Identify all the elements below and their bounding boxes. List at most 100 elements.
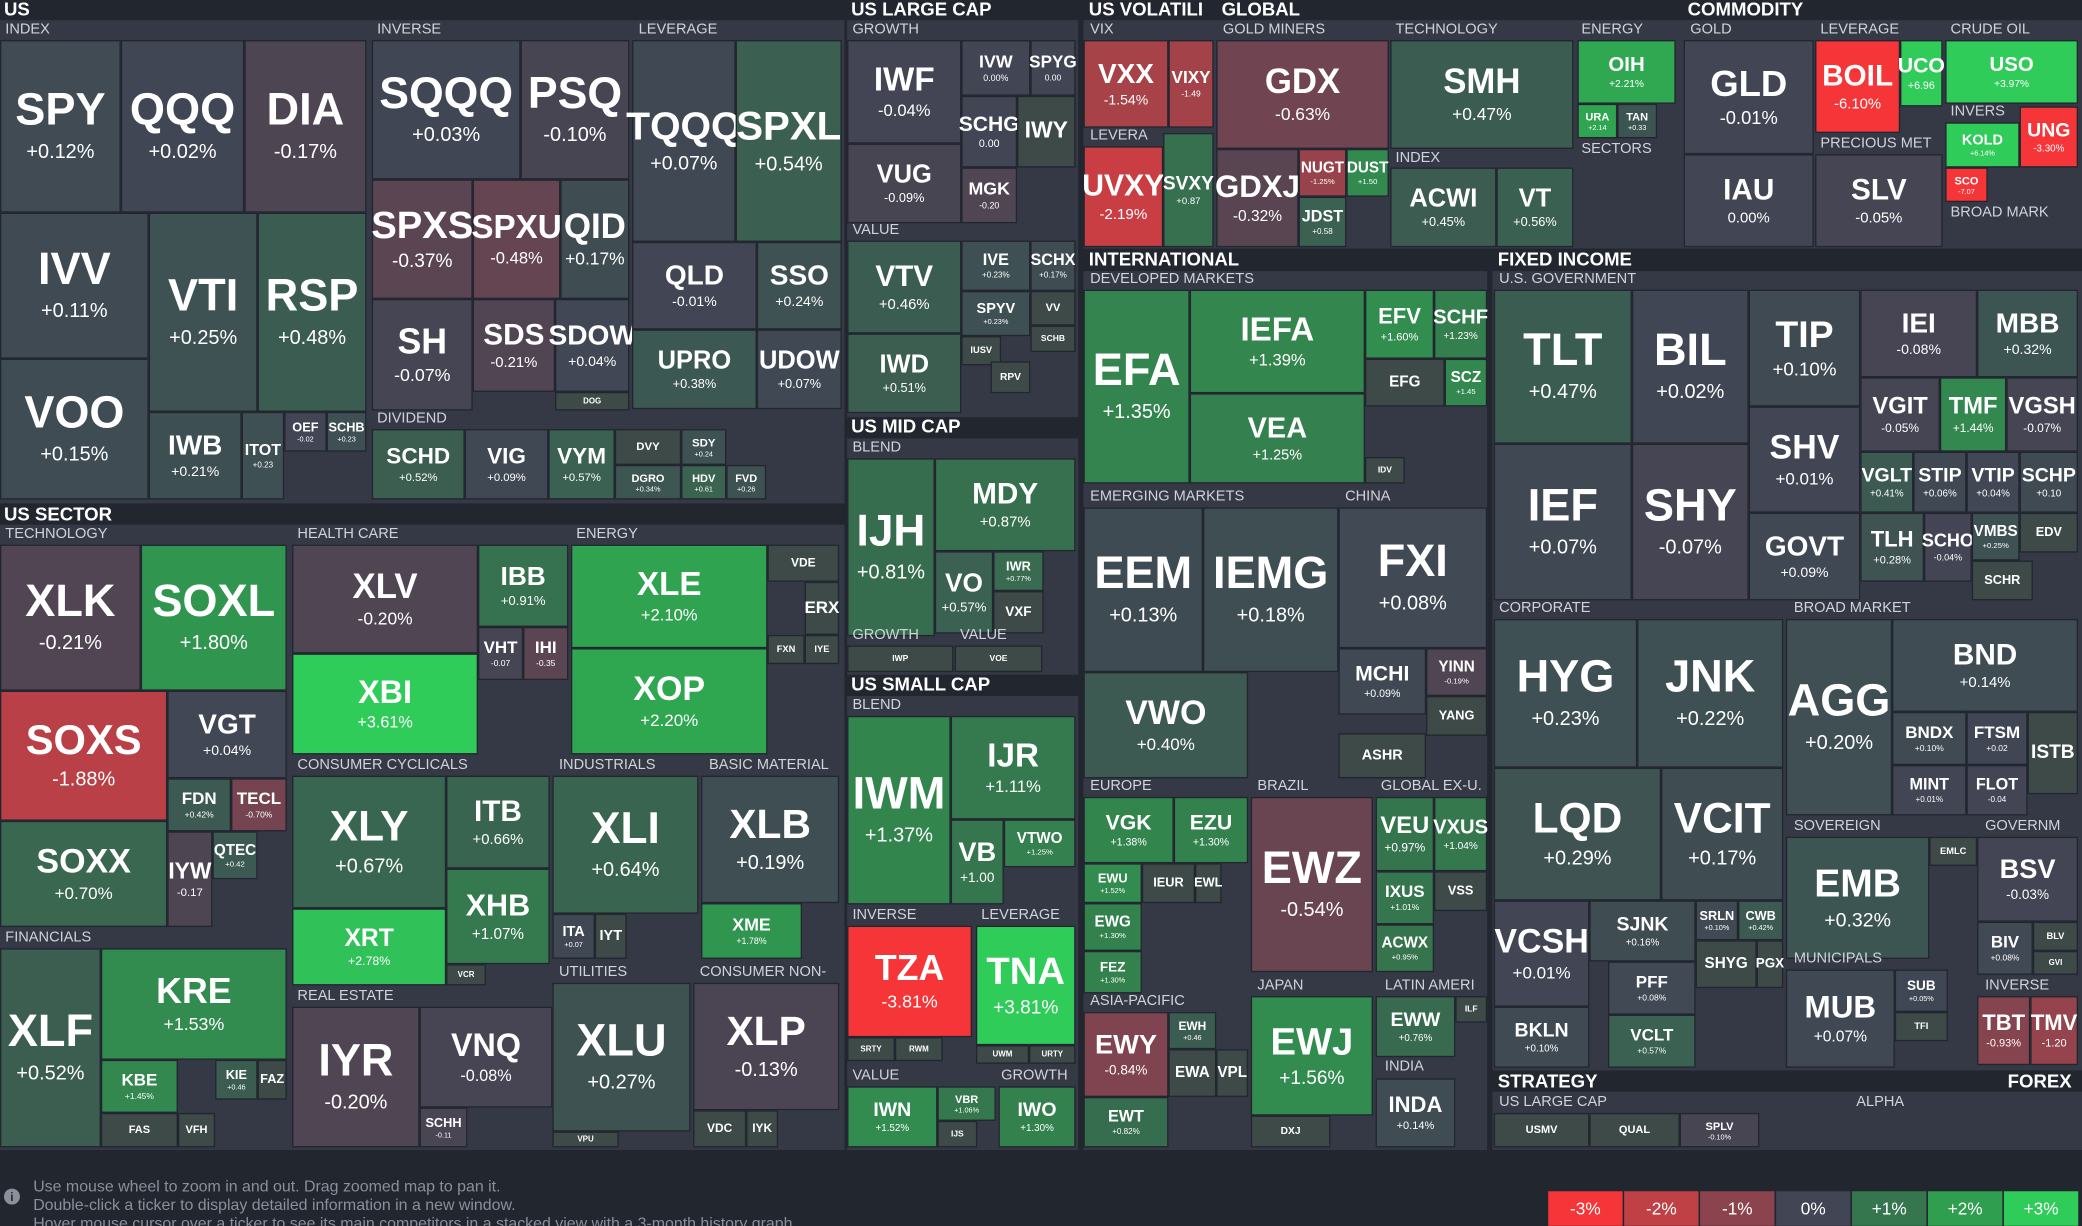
ticker-tile[interactable] — [1141, 863, 1196, 904]
ticker-tile[interactable] — [371, 179, 473, 299]
ticker-tile[interactable] — [1030, 40, 1076, 96]
ticker-tile[interactable] — [1250, 996, 1373, 1116]
ticker-tile[interactable] — [1083, 1012, 1169, 1097]
ticker-tile[interactable] — [1496, 167, 1574, 248]
ticker-tile[interactable] — [934, 551, 994, 634]
ticker-tile[interactable] — [847, 458, 935, 637]
ticker-tile[interactable] — [177, 1112, 216, 1148]
ticker-tile[interactable] — [241, 411, 285, 500]
ticker-tile[interactable] — [961, 240, 1031, 292]
ticker-tile[interactable] — [1168, 40, 1214, 128]
ticker-tile[interactable] — [231, 778, 287, 832]
ticker-tile[interactable] — [552, 982, 691, 1132]
ticker-tile[interactable] — [1189, 289, 1365, 394]
ticker-tile[interactable] — [0, 690, 168, 821]
ticker-tile[interactable] — [2019, 512, 2079, 553]
ticker-tile[interactable] — [1756, 940, 1784, 989]
ticker-tile[interactable] — [1892, 618, 2079, 712]
ticker-tile[interactable] — [1364, 358, 1445, 407]
ticker-tile[interactable] — [847, 240, 962, 334]
ticker-tile[interactable] — [1434, 796, 1488, 872]
ticker-tile[interactable] — [419, 1006, 553, 1108]
ticker-tile[interactable] — [847, 1037, 895, 1062]
ticker-tile[interactable] — [1815, 154, 1943, 248]
ticker-tile[interactable] — [1338, 733, 1427, 779]
ticker-tile[interactable] — [1444, 358, 1488, 407]
ticker-tile[interactable] — [934, 458, 1076, 552]
ticker-tile[interactable] — [1894, 969, 1948, 1013]
ticker-tile[interactable] — [1695, 900, 1739, 941]
ticker-tile[interactable] — [292, 775, 447, 909]
ticker-tile[interactable] — [632, 40, 736, 242]
ticker-tile[interactable] — [1977, 289, 2079, 378]
ticker-tile[interactable] — [767, 634, 805, 665]
ticker-tile[interactable] — [735, 40, 842, 242]
ticker-tile[interactable] — [1945, 122, 2020, 168]
ticker-tile[interactable] — [1003, 819, 1076, 868]
ticker-tile[interactable] — [1493, 1112, 1590, 1148]
ticker-tile[interactable] — [1083, 950, 1142, 994]
ticker-tile[interactable] — [2019, 106, 2079, 168]
ticker-tile[interactable] — [1971, 560, 2033, 601]
ticker-tile[interactable] — [1966, 451, 2020, 513]
ticker-tile[interactable] — [1679, 1112, 1760, 1148]
ticker-tile[interactable] — [1375, 871, 1435, 925]
ticker-tile[interactable] — [990, 361, 1031, 394]
ticker-tile[interactable] — [937, 1120, 978, 1148]
ticker-tile[interactable] — [1892, 711, 1967, 766]
ticker-tile[interactable] — [257, 1059, 287, 1100]
ticker-tile[interactable] — [1298, 196, 1347, 248]
ticker-tile[interactable] — [614, 464, 682, 500]
ticker-tile[interactable] — [1607, 961, 1696, 1015]
ticker-tile[interactable] — [552, 913, 595, 959]
ticker-tile[interactable] — [847, 715, 951, 905]
ticker-tile[interactable] — [212, 831, 258, 880]
ticker-tile[interactable] — [167, 831, 213, 928]
ticker-tile[interactable] — [1083, 289, 1190, 484]
ticker-tile[interactable] — [1346, 148, 1389, 197]
ticker-tile[interactable] — [2032, 950, 2079, 975]
ticker-tile[interactable] — [140, 544, 287, 691]
ticker-tile[interactable] — [1250, 1115, 1331, 1148]
ticker-tile[interactable] — [993, 591, 1044, 634]
ticker-tile[interactable] — [2032, 921, 2079, 951]
ticker-tile[interactable] — [804, 581, 840, 635]
ticker-tile[interactable] — [1030, 291, 1076, 326]
ticker-tile[interactable] — [1966, 765, 2028, 816]
ticker-tile[interactable] — [371, 40, 521, 180]
ticker-tile[interactable] — [1216, 1049, 1249, 1097]
ticker-tile[interactable] — [632, 241, 757, 330]
ticker-tile[interactable] — [681, 464, 727, 500]
ticker-tile[interactable] — [1637, 618, 1784, 768]
ticker-tile[interactable] — [950, 715, 1076, 820]
ticker-tile[interactable] — [1455, 996, 1488, 1023]
ticker-tile[interactable] — [1216, 148, 1299, 248]
ticker-tile[interactable] — [371, 298, 473, 411]
ticker-tile[interactable] — [1785, 969, 1895, 1068]
ticker-tile[interactable] — [1683, 154, 1814, 248]
ticker-tile[interactable] — [257, 212, 367, 412]
ticker-tile[interactable] — [292, 653, 479, 755]
ticker-tile[interactable] — [1202, 507, 1339, 673]
ticker-tile[interactable] — [1030, 240, 1076, 292]
ticker-tile[interactable] — [804, 634, 840, 665]
ticker-tile[interactable] — [100, 1112, 178, 1148]
ticker-tile[interactable] — [0, 40, 121, 213]
ticker-tile[interactable] — [1966, 711, 2028, 766]
ticker-tile[interactable] — [472, 298, 556, 392]
ticker-tile[interactable] — [1434, 871, 1488, 912]
ticker-tile[interactable] — [1894, 1012, 1948, 1042]
ticker-tile[interactable] — [2019, 451, 2079, 513]
ticker-tile[interactable] — [756, 241, 842, 330]
ticker-tile[interactable] — [1631, 443, 1749, 601]
ticker-tile[interactable] — [570, 544, 768, 649]
ticker-tile[interactable] — [681, 429, 727, 465]
ticker-tile[interactable] — [472, 179, 561, 299]
ticker-tile[interactable] — [632, 329, 757, 410]
ticker-tile[interactable] — [0, 820, 168, 928]
ticker-tile[interactable] — [1971, 512, 2020, 561]
ticker-tile[interactable] — [1923, 512, 1972, 582]
ticker-tile[interactable] — [552, 775, 699, 914]
ticker-tile[interactable] — [1083, 146, 1164, 248]
